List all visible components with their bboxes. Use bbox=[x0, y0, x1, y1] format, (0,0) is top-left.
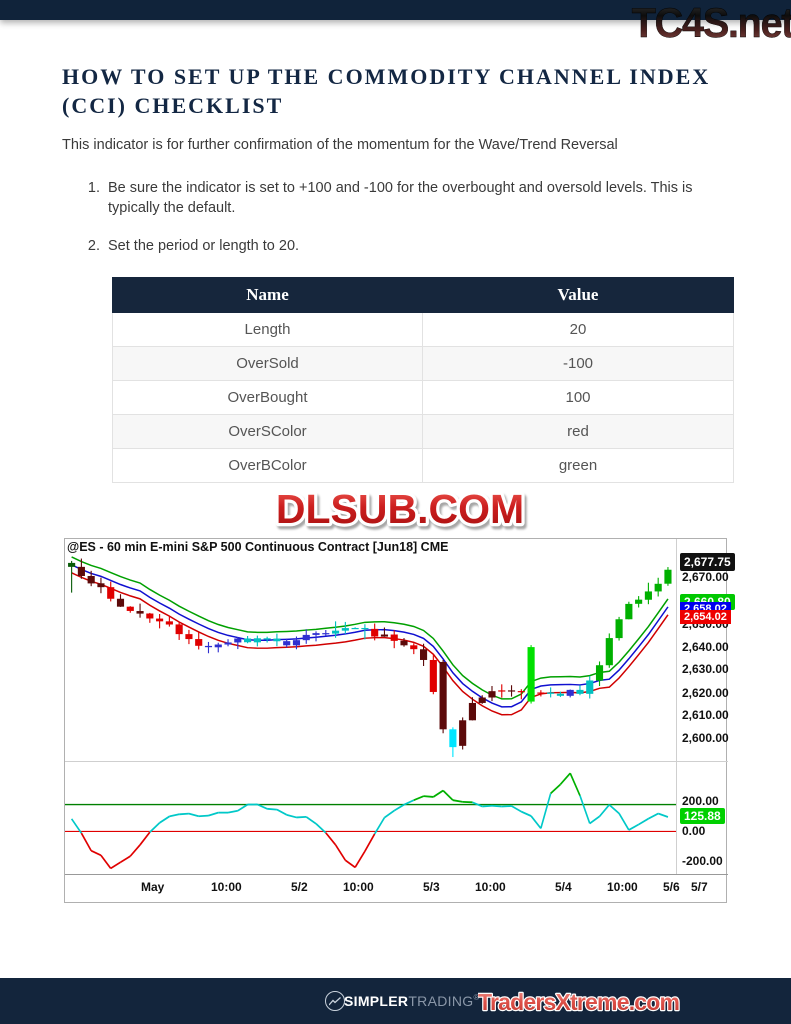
svg-text:TradersXtreme.com: TradersXtreme.com bbox=[478, 989, 680, 1015]
svg-text:TC4S.net: TC4S.net bbox=[632, 0, 791, 46]
svg-text:DLSUB.COM: DLSUB.COM bbox=[276, 486, 524, 532]
